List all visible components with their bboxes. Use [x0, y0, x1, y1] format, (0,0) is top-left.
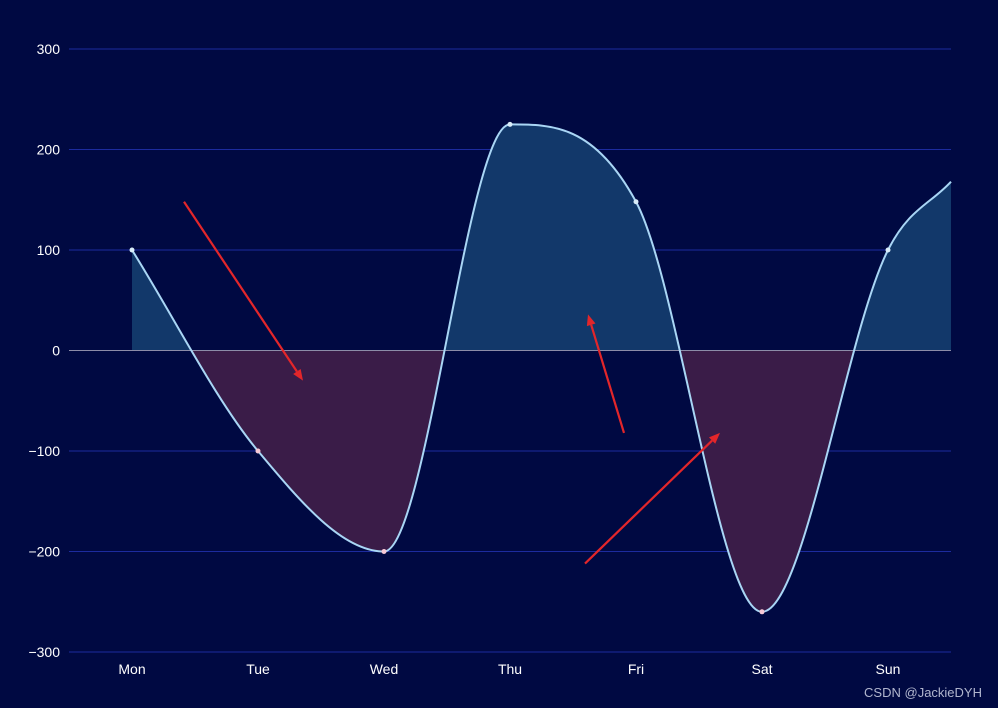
data-point: [634, 199, 639, 204]
data-point: [382, 549, 387, 554]
x-tick-label: Wed: [370, 661, 399, 677]
y-tick-label: 0: [52, 343, 60, 359]
x-tick-label: Tue: [246, 661, 270, 677]
data-point: [760, 609, 765, 614]
y-tick-label: 200: [37, 142, 61, 158]
data-point: [886, 248, 891, 253]
x-tick-label: Fri: [628, 661, 644, 677]
watermark: CSDN @JackieDYH: [864, 685, 982, 700]
data-point: [508, 122, 513, 127]
y-tick-label: −200: [28, 544, 60, 560]
x-tick-label: Sat: [751, 661, 772, 677]
y-tick-label: −300: [28, 644, 60, 660]
x-tick-label: Thu: [498, 661, 522, 677]
y-tick-label: 100: [37, 242, 61, 258]
y-tick-label: −100: [28, 443, 60, 459]
data-point: [130, 248, 135, 253]
x-tick-label: Sun: [876, 661, 901, 677]
data-point: [256, 449, 261, 454]
x-tick-label: Mon: [118, 661, 145, 677]
y-tick-label: 300: [37, 41, 61, 57]
